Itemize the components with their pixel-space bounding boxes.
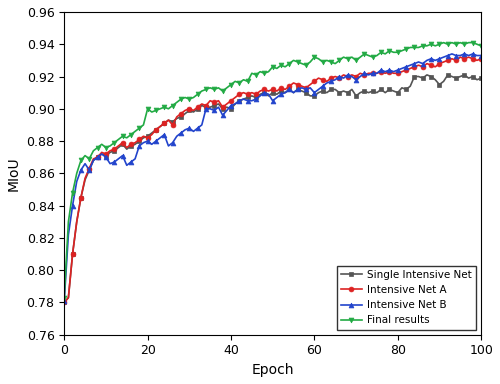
- X-axis label: Epoch: Epoch: [252, 363, 294, 377]
- Single Intensive Net: [353, 94, 359, 98]
- Intensive Net A: [90, 157, 96, 161]
- Final results: [353, 58, 359, 63]
- Final results: [90, 149, 96, 153]
- Final results: [253, 73, 259, 77]
- Line: Single Intensive Net: Single Intensive Net: [62, 73, 484, 305]
- Intensive Net A: [458, 55, 464, 60]
- Intensive Net B: [374, 71, 380, 76]
- Intensive Net A: [478, 56, 484, 61]
- Single Intensive Net: [61, 300, 67, 305]
- Intensive Net B: [478, 53, 484, 58]
- Intensive Net A: [312, 79, 318, 84]
- Intensive Net A: [353, 74, 359, 79]
- Legend: Single Intensive Net, Intensive Net A, Intensive Net B, Final results: Single Intensive Net, Intensive Net A, I…: [337, 266, 476, 329]
- Single Intensive Net: [478, 76, 484, 80]
- Intensive Net B: [253, 97, 259, 101]
- Single Intensive Net: [253, 95, 259, 100]
- Line: Intensive Net A: Intensive Net A: [62, 55, 484, 305]
- Intensive Net B: [90, 158, 96, 163]
- Final results: [440, 40, 446, 45]
- Y-axis label: MIoU: MIoU: [7, 156, 21, 191]
- Single Intensive Net: [166, 118, 172, 122]
- Intensive Net A: [374, 71, 380, 76]
- Line: Intensive Net B: Intensive Net B: [62, 51, 484, 303]
- Single Intensive Net: [374, 90, 380, 95]
- Line: Final results: Final results: [62, 40, 484, 300]
- Intensive Net B: [166, 144, 172, 148]
- Final results: [61, 295, 67, 300]
- Single Intensive Net: [90, 158, 96, 163]
- Intensive Net A: [61, 300, 67, 305]
- Single Intensive Net: [424, 73, 430, 77]
- Intensive Net A: [253, 92, 259, 96]
- Final results: [166, 106, 172, 111]
- Intensive Net B: [61, 299, 67, 303]
- Intensive Net B: [449, 51, 455, 56]
- Single Intensive Net: [312, 94, 318, 98]
- Final results: [374, 53, 380, 58]
- Intensive Net B: [312, 90, 318, 95]
- Final results: [478, 43, 484, 48]
- Final results: [312, 55, 318, 60]
- Intensive Net A: [166, 118, 172, 122]
- Intensive Net B: [353, 78, 359, 82]
